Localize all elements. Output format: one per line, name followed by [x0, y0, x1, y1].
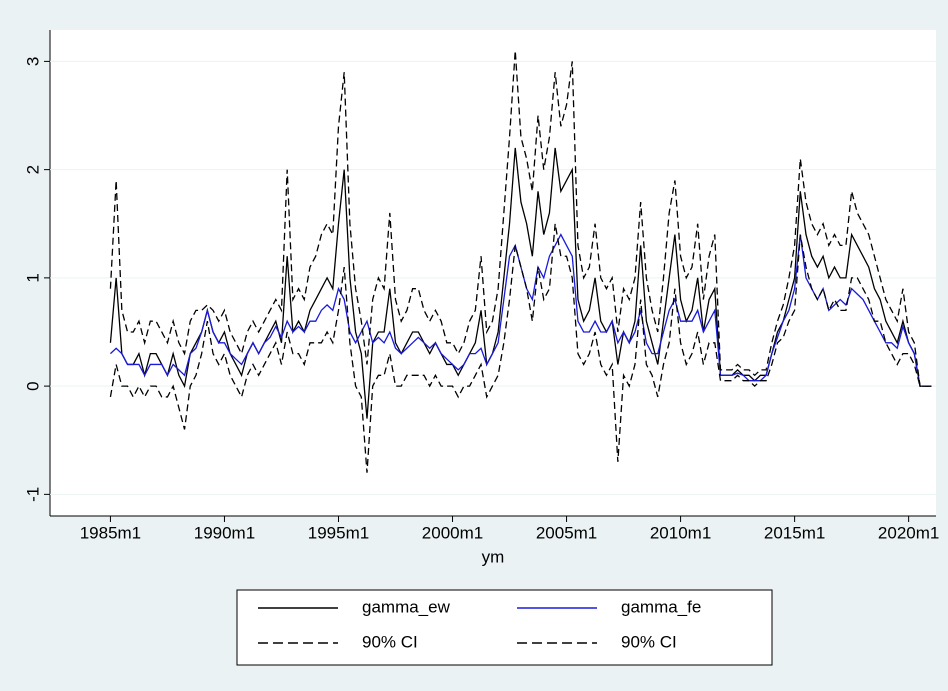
- plot-area: [50, 30, 936, 516]
- x-axis-title: ym: [482, 547, 505, 566]
- legend-label: 90% CI: [621, 632, 677, 651]
- x-tick-label: 2020m1: [878, 523, 939, 542]
- y-tick-label: 3: [23, 57, 42, 66]
- x-tick-label: 2000m1: [422, 523, 483, 542]
- x-tick-label: 1995m1: [308, 523, 369, 542]
- legend-label: gamma_fe: [621, 597, 701, 616]
- series-line: [109, 223, 932, 473]
- x-tick-label: 2010m1: [650, 523, 711, 542]
- y-tick-label: 0: [23, 381, 42, 390]
- y-tick-label: 2: [23, 165, 42, 174]
- x-tick-label: 1985m1: [80, 523, 141, 542]
- y-tick-label: 1: [23, 273, 42, 282]
- series-line: [109, 50, 932, 387]
- legend-label: gamma_ew: [362, 597, 451, 616]
- legend: [236, 589, 773, 666]
- x-tick-label: 1990m1: [194, 523, 255, 542]
- x-tick-label: 2005m1: [536, 523, 597, 542]
- x-tick-label: 2015m1: [764, 523, 825, 542]
- y-tick-label: -1: [23, 487, 42, 502]
- legend-label: 90% CI: [362, 632, 418, 651]
